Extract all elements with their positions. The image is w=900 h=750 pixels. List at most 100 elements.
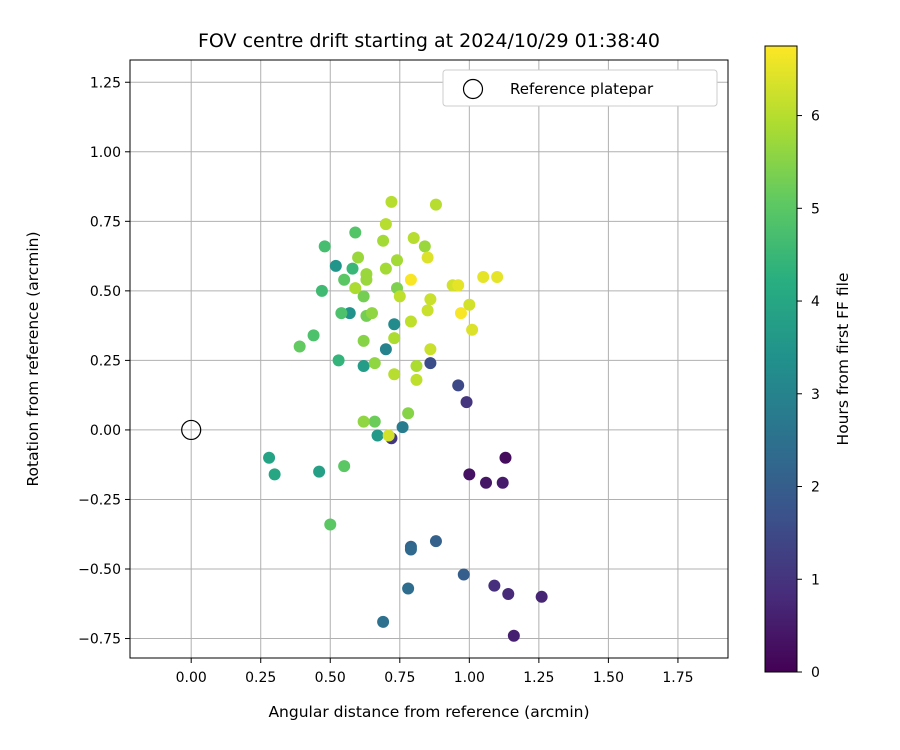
x-tick-label: 1.00 (454, 670, 485, 686)
reference-marker (181, 419, 202, 441)
y-tick-label: 0.50 (90, 284, 121, 300)
data-point (535, 590, 548, 603)
data-point (404, 273, 417, 286)
y-tick-label: 1.25 (90, 75, 121, 91)
data-point (324, 518, 337, 531)
chart-title: FOV centre drift starting at 2024/10/29 … (198, 30, 660, 52)
y-axis-ticks: −0.75 −0.50 −0.25 0.00 0.25 0.50 0.75 1.00 1.25 (78, 75, 130, 648)
data-point (424, 357, 437, 370)
data-point (371, 429, 384, 442)
data-point (318, 240, 331, 253)
data-point (496, 476, 509, 489)
data-point (402, 407, 415, 420)
data-point (393, 290, 406, 303)
data-point (293, 340, 306, 353)
data-point (357, 334, 370, 347)
x-tick-label: 0.50 (315, 670, 346, 686)
data-point (463, 298, 476, 311)
data-point (502, 588, 515, 601)
data-point (466, 323, 479, 336)
data-point (388, 318, 401, 331)
data-point (379, 343, 392, 356)
data-point (477, 270, 490, 283)
colorbar-tick-label: 0 (811, 665, 820, 681)
x-tick-label: 0.25 (245, 670, 276, 686)
legend-entry: Reference platepar (510, 80, 654, 98)
data-point (329, 259, 342, 272)
colorbar-label: Hours from first FF file (834, 273, 852, 446)
x-tick-label: 1.50 (593, 670, 624, 686)
x-tick-label: 0.00 (176, 670, 207, 686)
data-point (307, 329, 320, 342)
data-point (404, 543, 417, 556)
data-point (368, 357, 381, 370)
data-point (410, 359, 423, 372)
data-point (315, 284, 328, 297)
legend: Reference platepar (442, 69, 718, 107)
data-point (346, 262, 359, 275)
data-point (424, 343, 437, 356)
data-point (463, 468, 476, 481)
colorbar-tick-label: 1 (811, 572, 820, 588)
data-point (382, 429, 395, 442)
colorbar-tick-label: 4 (811, 294, 820, 310)
data-point (388, 368, 401, 381)
colorbar-tick-label: 6 (811, 109, 820, 125)
data-point (338, 273, 351, 286)
data-point (402, 582, 415, 595)
data-point (429, 198, 442, 211)
data-point (335, 307, 348, 320)
x-axis-label: Angular distance from reference (arcmin) (268, 703, 589, 721)
data-point (379, 218, 392, 231)
x-tick-label: 0.75 (384, 670, 415, 686)
y-tick-label: 1.00 (90, 145, 121, 161)
data-point (480, 476, 493, 489)
data-point (343, 307, 356, 320)
data-point (263, 451, 276, 464)
data-point (357, 359, 370, 372)
data-point (332, 354, 345, 367)
data-point (491, 270, 504, 283)
y-tick-label: −0.50 (78, 562, 121, 578)
data-point (421, 251, 434, 264)
colorbar-tick-label: 2 (811, 480, 820, 496)
colorbar-tick-label: 5 (811, 201, 820, 217)
data-point (499, 451, 512, 464)
data-point (404, 315, 417, 328)
data-point (313, 465, 326, 478)
data-point (388, 332, 401, 345)
data-point (407, 232, 420, 245)
data-point (385, 195, 398, 208)
data-point (349, 282, 362, 295)
reference-platepar-marker (181, 419, 202, 441)
data-point (360, 268, 373, 281)
data-point (418, 240, 431, 253)
data-point (457, 568, 470, 581)
y-tick-label: 0.75 (90, 214, 121, 230)
data-point (349, 226, 362, 239)
y-tick-label: 0.25 (90, 353, 121, 369)
data-point (452, 379, 465, 392)
colorbar-ticks: 0 1 2 3 4 5 6 (797, 109, 820, 681)
data-point (460, 396, 473, 409)
y-axis-label: Rotation from reference (arcmin) (24, 231, 42, 486)
data-point (396, 421, 409, 434)
legend-box (442, 69, 718, 107)
data-point (268, 468, 281, 481)
data-point (338, 460, 351, 473)
data-point (452, 279, 465, 292)
data-point (352, 251, 365, 264)
data-point (357, 290, 370, 303)
data-point (410, 373, 423, 386)
data-point (391, 254, 404, 267)
colorbar: 0 1 2 3 4 5 6 Hours from first FF file (764, 45, 852, 681)
colorbar-gradient (764, 45, 798, 673)
data-point (365, 307, 378, 320)
colorbar-tick-label: 3 (811, 387, 820, 403)
x-axis-ticks: 0.00 0.25 0.50 0.75 1.00 1.25 1.50 1.75 (176, 658, 694, 686)
y-tick-label: 0.00 (90, 423, 121, 439)
plot-frame (129, 59, 729, 659)
y-tick-label: −0.25 (78, 492, 121, 508)
data-point (454, 307, 467, 320)
